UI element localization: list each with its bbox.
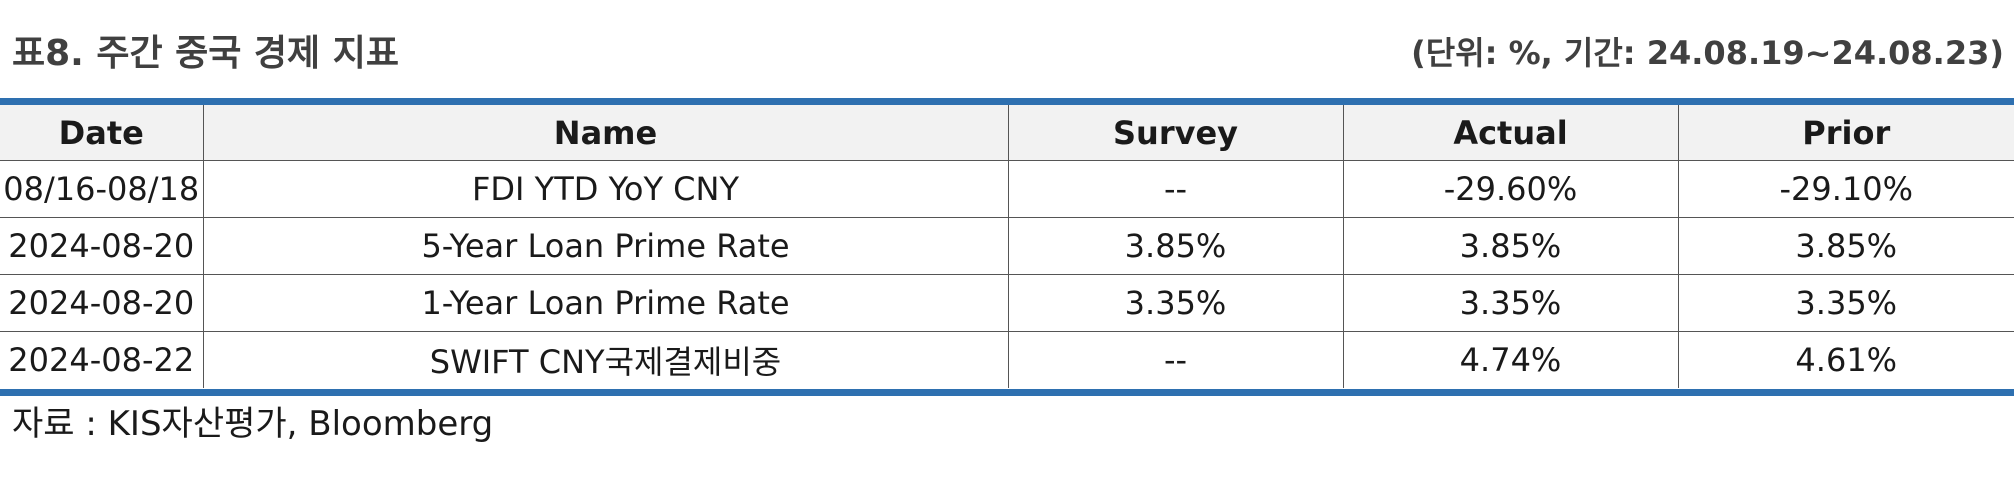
column-header-actual: Actual bbox=[1343, 105, 1679, 161]
cell-prior: -29.10% bbox=[1678, 160, 2014, 218]
cell-prior: 3.35% bbox=[1678, 274, 2014, 332]
table-row: 2024-08-20 1-Year Loan Prime Rate 3.35% … bbox=[0, 274, 2014, 332]
cell-prior: 4.61% bbox=[1795, 341, 1898, 379]
cell-name: 5-Year Loan Prime Rate bbox=[203, 217, 1009, 275]
cell-prior: 3.85% bbox=[1678, 217, 2014, 275]
table-row: 08/16-08/18 FDI YTD YoY CNY -- -29.60% -… bbox=[0, 160, 2014, 218]
cell-actual: 4.74% bbox=[1343, 331, 1679, 388]
cell-actual: 3.85% bbox=[1343, 217, 1679, 275]
header-row: Date Name Survey Actual Prior bbox=[0, 105, 2014, 161]
cell-date: 2024-08-20 bbox=[0, 274, 204, 332]
cell-name: FDI YTD YoY CNY bbox=[203, 160, 1009, 218]
cell-date: 2024-08-20 bbox=[0, 217, 204, 275]
cell-survey: 3.35% bbox=[1008, 274, 1344, 332]
table-row: 2024-08-20 5-Year Loan Prime Rate 3.85% … bbox=[0, 217, 2014, 275]
cell-actual: 3.35% bbox=[1343, 274, 1679, 332]
column-header-survey: Survey bbox=[1008, 105, 1344, 161]
cell-name: 1-Year Loan Prime Rate bbox=[203, 274, 1009, 332]
bottom-rule bbox=[0, 389, 2014, 396]
economic-indicators-table: Date Name Survey Actual Prior 08/16-08/1… bbox=[0, 105, 2014, 388]
column-header-name: Name bbox=[203, 105, 1009, 161]
column-header-date: Date bbox=[0, 105, 204, 161]
top-rule bbox=[0, 98, 2014, 105]
cell-name: SWIFT CNY국제결제비중 bbox=[203, 331, 1009, 388]
cell-survey: -- bbox=[1008, 331, 1344, 388]
table-title: 표8. 주간 중국 경제 지표 bbox=[12, 33, 399, 74]
cell-date: 2024-08-22 bbox=[0, 331, 204, 388]
table-row: 2024-08-22 SWIFT CNY국제결제비중 -- 4.74% 4.61… bbox=[0, 331, 2014, 388]
column-header-prior: Prior bbox=[1678, 105, 2014, 161]
unit-period-note: (단위: %, 기간: 24.08.19~24.08.23) bbox=[1411, 34, 2004, 72]
cell-survey: -- bbox=[1008, 160, 1344, 218]
source-note: 자료 : KIS자산평가, Bloomberg bbox=[12, 404, 494, 444]
cell-date: 08/16-08/18 bbox=[0, 160, 204, 218]
cell-survey: 3.85% bbox=[1008, 217, 1344, 275]
cell-actual: -29.60% bbox=[1343, 160, 1679, 218]
